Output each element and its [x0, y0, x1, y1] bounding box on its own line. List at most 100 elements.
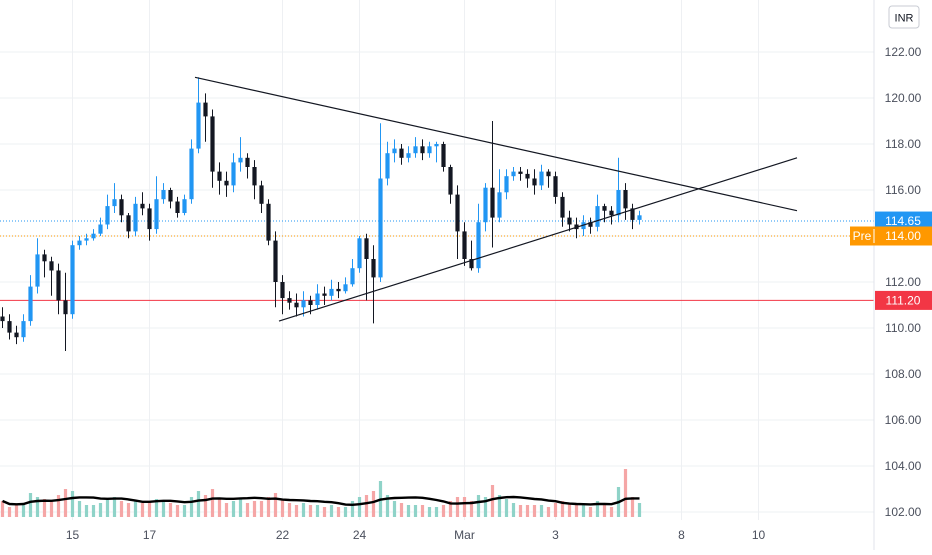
candle	[287, 298, 292, 303]
y-tick-label: 122.00	[885, 45, 922, 59]
grid	[0, 0, 874, 520]
volume-bar	[420, 505, 425, 517]
candle	[259, 185, 264, 204]
candle	[105, 206, 110, 225]
y-tick-label: 102.00	[885, 505, 922, 519]
candle	[231, 162, 236, 186]
candle	[469, 259, 474, 269]
candle	[588, 222, 593, 227]
volume-bar	[259, 501, 264, 517]
volume-bar	[147, 501, 152, 517]
volume-bar	[525, 505, 530, 517]
volume-bar	[210, 489, 215, 517]
candle	[63, 300, 68, 315]
candle	[266, 203, 271, 241]
candle	[210, 116, 215, 172]
volume-bar	[49, 501, 54, 517]
volume-bar	[336, 507, 341, 517]
candle	[28, 286, 33, 322]
volume-bar	[63, 489, 68, 517]
volume-bar	[490, 485, 495, 517]
volume-bar	[126, 503, 131, 517]
candle	[315, 293, 320, 305]
volume-bar	[280, 499, 285, 517]
volume-bar	[455, 497, 460, 517]
volume-bar	[630, 497, 635, 517]
candle	[273, 240, 278, 282]
currency-button[interactable]: INR	[888, 5, 920, 29]
support-level-label: 111.20	[886, 293, 921, 307]
volume-bar	[133, 501, 138, 517]
candle	[70, 245, 75, 315]
volume-bar	[273, 493, 278, 517]
candle	[189, 148, 194, 200]
x-tick-label: 17	[143, 528, 157, 542]
y-tick-label: 110.00	[885, 321, 921, 335]
volume-bar	[364, 495, 369, 517]
volume-bar	[245, 503, 250, 517]
volume-bar	[434, 507, 439, 517]
currency-button-frame	[888, 5, 920, 29]
candle	[42, 254, 47, 262]
candle	[476, 222, 481, 269]
candle	[637, 215, 642, 220]
time-axis[interactable]: 15 17 22 24 Mar 3 8 10	[66, 528, 766, 542]
candle	[630, 208, 635, 220]
volume-bar	[238, 499, 243, 517]
volume-bar	[70, 491, 75, 517]
volume-bar	[518, 505, 523, 517]
volume-bar	[497, 495, 502, 517]
candle	[602, 206, 607, 211]
candle	[322, 293, 327, 296]
candle	[553, 176, 558, 197]
last-price-label: 114.65	[885, 214, 921, 228]
volume-bar	[539, 505, 544, 517]
candle	[161, 190, 166, 200]
volume-bar	[42, 499, 47, 517]
volume-bar	[343, 507, 348, 517]
candle	[154, 199, 159, 230]
price-axis[interactable]: 122.00 120.00 118.00 116.00 114.00 112.00 110.…	[885, 45, 922, 519]
volume-bar	[532, 505, 537, 517]
volume-bar	[476, 495, 481, 517]
candle	[175, 201, 180, 213]
volume-bar	[371, 491, 376, 517]
candle	[35, 254, 40, 287]
volume-bar	[623, 469, 628, 517]
volume-bar	[119, 501, 124, 517]
candle	[434, 144, 439, 147]
candle	[21, 321, 26, 338]
volume-bar	[511, 503, 516, 517]
volume-bar	[308, 505, 313, 517]
volume-bar	[588, 507, 593, 517]
candle	[546, 171, 551, 177]
volume-bar	[602, 505, 607, 517]
volume-bar	[168, 503, 173, 517]
candle	[504, 176, 509, 193]
candle	[532, 178, 537, 186]
candle	[112, 199, 117, 207]
volume-bar	[35, 497, 40, 517]
volume-bar	[84, 505, 89, 517]
support-level-label-bg	[875, 290, 932, 310]
trendlines[interactable]	[194, 76, 798, 322]
x-tick-label: 24	[353, 528, 367, 542]
candle	[336, 288, 341, 292]
candle	[525, 173, 530, 179]
candle	[196, 102, 201, 149]
candle	[462, 231, 467, 259]
candle	[252, 167, 257, 186]
volume-bar	[224, 503, 229, 517]
candle	[560, 196, 565, 218]
candle	[56, 270, 61, 301]
candle	[0, 316, 5, 322]
volume-bar	[161, 501, 166, 517]
y-tick-label: 120.00	[885, 91, 922, 105]
volume-bar	[581, 505, 586, 517]
volume-bar	[406, 505, 411, 517]
x-tick-label: 3	[552, 528, 559, 542]
candle	[133, 203, 138, 232]
candles[interactable]	[0, 77, 642, 351]
